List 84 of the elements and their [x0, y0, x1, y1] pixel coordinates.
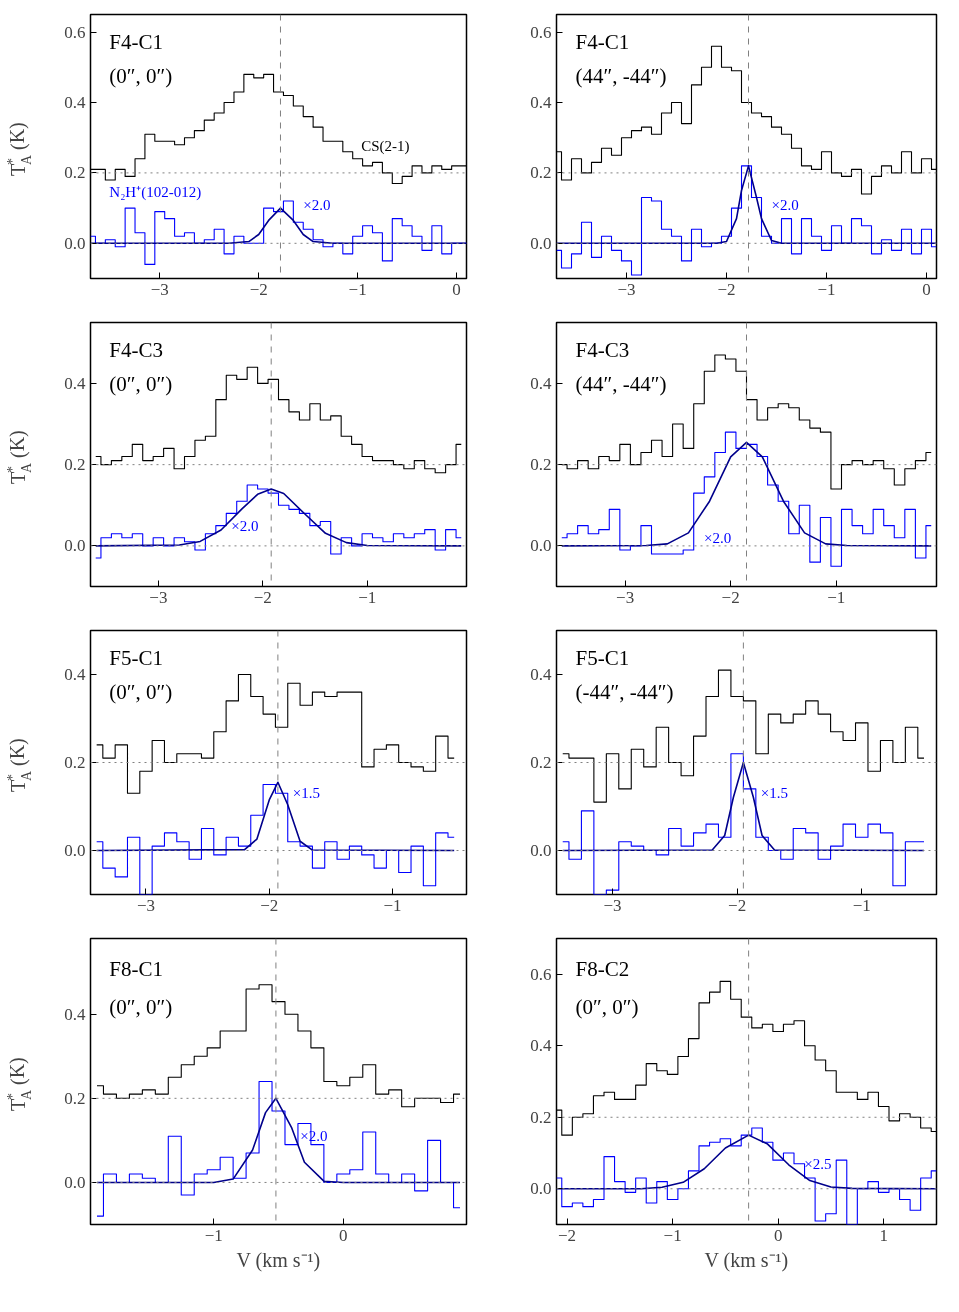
- x-axis-title: V (km s⁻¹): [236, 1248, 321, 1272]
- y-tick-label: 0.0: [64, 233, 86, 253]
- x-tick-label: −1: [383, 895, 402, 915]
- y-tick-label: 0.0: [530, 841, 552, 860]
- y-axis-title: TA* (K): [4, 1057, 34, 1111]
- y-tick-label: 0.0: [530, 1179, 552, 1199]
- y-axis-title: TA* (K): [4, 122, 34, 176]
- y-tick-label: 0.0: [530, 536, 552, 556]
- x-tick-label: 0: [452, 279, 461, 299]
- y-tick-label: 0.2: [530, 455, 552, 475]
- x-tick-label: −3: [136, 895, 156, 915]
- y-tick-label: 0.4: [530, 665, 552, 684]
- annotation: (44″, -44″): [575, 372, 667, 397]
- annotation: F5-C1: [109, 646, 163, 671]
- x-tick-label: 0: [773, 1225, 783, 1245]
- y-tick-label: 0.4: [530, 1036, 552, 1056]
- x-tick-label: −1: [852, 895, 871, 915]
- x-tick-label: −1: [358, 587, 377, 607]
- annotation: (0″, 0″): [575, 994, 639, 1019]
- y-tick-label: 0.4: [64, 665, 86, 684]
- x-tick-label: −3: [616, 587, 635, 607]
- annotation: ×2.0: [303, 196, 331, 213]
- series-label: N₂H⁺(102-012): [109, 184, 202, 202]
- annotation: ×1.5: [292, 785, 320, 802]
- x-tick-label: 1: [879, 1225, 888, 1245]
- y-tick-label: 0.0: [64, 536, 86, 556]
- x-tick-label: −3: [603, 895, 622, 915]
- y-tick-label: 0.4: [530, 93, 552, 112]
- y-tick-label: 0.4: [530, 373, 552, 393]
- x-tick-label: −1: [204, 1225, 223, 1245]
- y-axis-title: TA* (K): [4, 738, 34, 792]
- annotation: F4-C1: [575, 30, 630, 55]
- y-tick-label: 0.6: [64, 22, 86, 42]
- annotation: (0″, 0″): [109, 372, 173, 397]
- annotation: (0″, 0″): [109, 994, 173, 1019]
- y-tick-label: 0.4: [64, 1004, 86, 1024]
- x-tick-label: −2: [558, 1225, 577, 1245]
- annotation: (-44″, -44″): [575, 680, 674, 705]
- annotation: ×2.0: [231, 517, 259, 534]
- y-tick-label: 0.2: [64, 163, 86, 183]
- x-tick-label: −3: [617, 279, 636, 299]
- annotation: F4-C3: [575, 338, 630, 363]
- y-tick-label: 0.6: [530, 964, 552, 984]
- x-tick-label: −2: [717, 279, 736, 299]
- y-tick-label: 0.0: [64, 1172, 86, 1192]
- y-tick-label: 0.2: [530, 163, 552, 183]
- x-tick-label: −3: [149, 587, 168, 607]
- annotation: F4-C3: [109, 338, 163, 363]
- x-tick-label: −1: [348, 279, 367, 299]
- y-tick-label: 0.2: [64, 753, 86, 772]
- x-tick-label: −2: [721, 587, 740, 607]
- annotation: (44″, -44″): [575, 64, 667, 89]
- y-tick-label: 0.0: [64, 841, 86, 860]
- annotation: (0″, 0″): [109, 680, 173, 705]
- x-tick-label: −1: [663, 1225, 682, 1245]
- annotation: ×2.0: [771, 196, 799, 213]
- y-tick-label: 0.2: [530, 1107, 552, 1127]
- series-label: CS(2-1): [361, 138, 410, 156]
- y-tick-label: 0.2: [530, 753, 552, 772]
- annotation: ×1.5: [760, 785, 789, 802]
- annotation: (0″, 0″): [109, 64, 173, 89]
- y-tick-label: 0.0: [530, 233, 552, 253]
- x-tick-label: −2: [249, 279, 268, 299]
- x-tick-label: −1: [817, 279, 836, 299]
- annotation: F4-C1: [109, 30, 163, 55]
- y-axis-title: TA* (K): [4, 430, 34, 484]
- x-axis-title: V (km s⁻¹): [704, 1248, 789, 1272]
- x-tick-label: −1: [827, 587, 846, 607]
- y-tick-label: 0.2: [64, 1088, 86, 1108]
- annotation: F5-C1: [575, 646, 630, 671]
- annotation: ×2.5: [804, 1155, 832, 1172]
- x-tick-label: −2: [728, 895, 747, 915]
- y-tick-label: 0.4: [64, 373, 86, 393]
- annotation: ×2.0: [704, 529, 732, 546]
- annotation: F8-C2: [575, 957, 630, 982]
- x-tick-label: −3: [150, 279, 169, 299]
- y-tick-label: 0.4: [64, 93, 86, 112]
- x-tick-label: −2: [260, 895, 279, 915]
- x-tick-label: −2: [253, 587, 272, 607]
- x-tick-label: 0: [922, 279, 931, 299]
- y-tick-label: 0.6: [530, 22, 552, 42]
- x-tick-label: 0: [339, 1225, 348, 1245]
- y-tick-label: 0.2: [64, 455, 86, 475]
- annotation: F8-C1: [109, 957, 163, 982]
